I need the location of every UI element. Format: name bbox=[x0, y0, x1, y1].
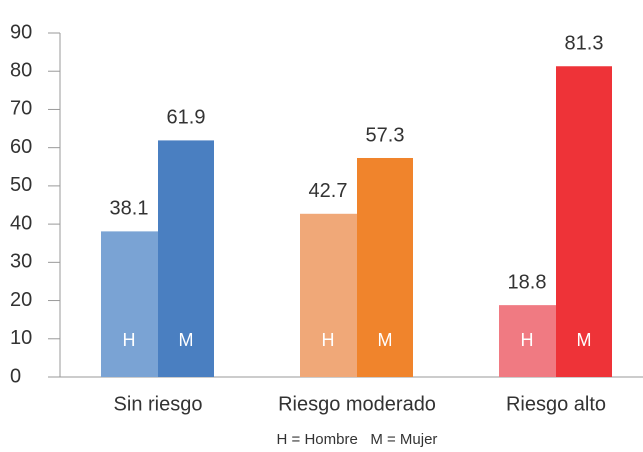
bar bbox=[357, 157, 413, 377]
y-tick-label: 30 bbox=[10, 251, 32, 273]
series-label: M bbox=[577, 330, 592, 350]
value-label: 38.1 bbox=[110, 198, 149, 220]
x-tick-label: Riesgo alto bbox=[506, 393, 606, 415]
bar bbox=[101, 231, 158, 377]
legend-note: H = Hombre M = Mujer bbox=[277, 431, 438, 448]
series-label: H bbox=[521, 330, 534, 350]
y-tick-label: 10 bbox=[10, 327, 32, 349]
series-label: H bbox=[123, 330, 136, 350]
y-tick-label: 80 bbox=[10, 60, 32, 82]
y-tick-label: 90 bbox=[10, 21, 32, 43]
series-label: M bbox=[179, 330, 194, 350]
value-label: 61.9 bbox=[167, 107, 206, 129]
y-tick-label: 50 bbox=[10, 174, 32, 196]
y-tick-label: 60 bbox=[10, 136, 32, 158]
value-label: 57.3 bbox=[366, 124, 405, 146]
y-tick-label: 70 bbox=[10, 98, 32, 120]
value-label: 81.3 bbox=[565, 33, 604, 55]
bar bbox=[300, 213, 357, 377]
x-tick-label: Sin riesgo bbox=[114, 393, 203, 415]
bar bbox=[158, 140, 214, 377]
value-label: 42.7 bbox=[309, 180, 348, 202]
value-label: 18.8 bbox=[508, 271, 547, 293]
y-tick-label: 20 bbox=[10, 289, 32, 311]
x-tick-label: Riesgo moderado bbox=[278, 393, 436, 415]
series-label: M bbox=[378, 330, 393, 350]
bar bbox=[499, 305, 556, 377]
y-tick-label: 0 bbox=[10, 365, 21, 387]
series-label: H bbox=[322, 330, 335, 350]
bar bbox=[556, 66, 612, 378]
y-tick-label: 40 bbox=[10, 212, 32, 234]
